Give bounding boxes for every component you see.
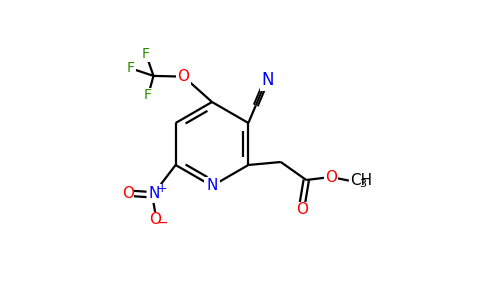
Text: 3: 3 <box>359 178 366 189</box>
Text: F: F <box>127 61 135 75</box>
Text: −: − <box>157 216 168 230</box>
Text: O: O <box>150 212 162 227</box>
Text: N: N <box>149 186 160 201</box>
Text: N: N <box>261 71 273 89</box>
Text: O: O <box>178 69 190 84</box>
Text: O: O <box>121 186 134 201</box>
Text: F: F <box>144 88 152 102</box>
Text: N: N <box>206 178 218 194</box>
Text: O: O <box>325 169 337 184</box>
Text: CH: CH <box>350 173 372 188</box>
Text: O: O <box>296 202 308 217</box>
Text: +: + <box>156 182 167 195</box>
Text: F: F <box>142 47 150 61</box>
